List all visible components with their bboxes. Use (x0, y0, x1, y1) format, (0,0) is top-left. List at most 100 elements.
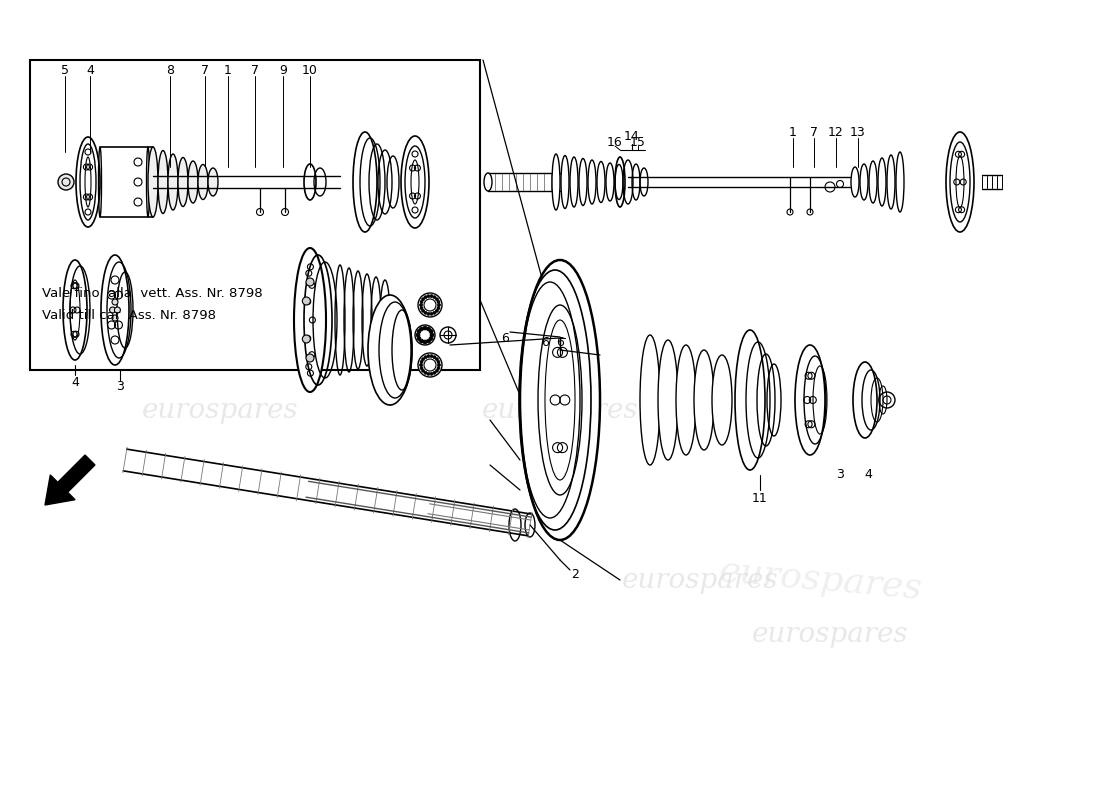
Ellipse shape (421, 370, 425, 372)
Ellipse shape (58, 174, 74, 190)
Ellipse shape (597, 162, 605, 202)
Text: 14: 14 (624, 130, 640, 142)
Circle shape (306, 354, 313, 362)
Ellipse shape (148, 147, 158, 217)
Ellipse shape (869, 161, 877, 203)
Circle shape (110, 307, 115, 313)
Ellipse shape (418, 293, 442, 317)
Ellipse shape (294, 248, 326, 392)
Text: 7: 7 (251, 63, 258, 77)
Ellipse shape (368, 295, 412, 405)
Text: 10: 10 (302, 63, 318, 77)
Circle shape (112, 299, 118, 305)
Text: 2: 2 (571, 569, 579, 582)
Ellipse shape (421, 298, 425, 301)
Ellipse shape (676, 345, 696, 455)
Ellipse shape (437, 361, 440, 363)
Text: 7: 7 (810, 126, 818, 138)
Text: 4: 4 (86, 63, 94, 77)
Text: 6: 6 (502, 331, 509, 345)
Text: 3: 3 (117, 381, 124, 394)
Text: 16: 16 (607, 135, 623, 149)
Ellipse shape (421, 358, 425, 361)
Ellipse shape (436, 358, 439, 361)
Ellipse shape (615, 165, 623, 199)
Ellipse shape (416, 333, 420, 337)
Circle shape (302, 335, 310, 343)
Ellipse shape (852, 362, 877, 438)
Text: 4: 4 (865, 469, 872, 482)
Ellipse shape (353, 132, 377, 232)
Ellipse shape (198, 165, 208, 199)
Ellipse shape (579, 158, 587, 206)
Ellipse shape (436, 298, 439, 301)
Ellipse shape (887, 155, 895, 209)
Ellipse shape (437, 306, 440, 310)
Text: 6: 6 (541, 335, 549, 349)
Text: 12: 12 (828, 126, 844, 138)
Ellipse shape (420, 301, 424, 303)
Ellipse shape (402, 136, 429, 228)
Ellipse shape (484, 173, 492, 191)
Ellipse shape (436, 310, 439, 312)
Ellipse shape (427, 354, 430, 358)
Ellipse shape (420, 366, 424, 370)
Ellipse shape (878, 158, 886, 206)
Ellipse shape (419, 303, 422, 306)
Text: 11: 11 (752, 491, 768, 505)
Ellipse shape (158, 150, 168, 214)
Ellipse shape (63, 260, 87, 360)
Text: 1: 1 (789, 126, 796, 138)
Ellipse shape (433, 296, 436, 298)
Ellipse shape (437, 366, 440, 370)
Ellipse shape (658, 340, 678, 460)
FancyArrow shape (45, 455, 95, 505)
Circle shape (306, 278, 313, 286)
Ellipse shape (419, 339, 424, 343)
Ellipse shape (427, 312, 430, 315)
Ellipse shape (427, 294, 430, 298)
Ellipse shape (424, 356, 427, 358)
Ellipse shape (420, 361, 424, 363)
Ellipse shape (420, 306, 424, 310)
Bar (30, 60, 480, 370)
Ellipse shape (429, 330, 433, 334)
Ellipse shape (851, 167, 859, 197)
Text: 1: 1 (224, 63, 232, 77)
Ellipse shape (188, 161, 198, 203)
Ellipse shape (418, 353, 442, 377)
Ellipse shape (427, 372, 430, 375)
Text: 6: 6 (557, 337, 564, 350)
Text: 3: 3 (836, 469, 844, 482)
Text: eurospares: eurospares (621, 566, 779, 594)
Ellipse shape (561, 155, 569, 209)
Ellipse shape (606, 163, 614, 201)
Ellipse shape (427, 327, 430, 331)
Text: 13: 13 (850, 126, 866, 138)
Text: eurospares: eurospares (118, 189, 243, 211)
Text: Vale fino  alla  vett. Ass. Nr. 8798: Vale fino alla vett. Ass. Nr. 8798 (42, 287, 263, 300)
Ellipse shape (552, 154, 560, 210)
Ellipse shape (433, 311, 436, 314)
Ellipse shape (419, 327, 424, 331)
Ellipse shape (795, 345, 825, 455)
Ellipse shape (417, 337, 421, 341)
Text: eurospares: eurospares (358, 189, 483, 211)
Ellipse shape (430, 333, 434, 337)
Text: eurospares: eurospares (751, 622, 909, 649)
Ellipse shape (440, 327, 456, 343)
Ellipse shape (417, 330, 421, 334)
Circle shape (112, 315, 118, 321)
Ellipse shape (424, 311, 427, 314)
Circle shape (302, 297, 310, 305)
Text: Valid till car  Ass. Nr. 8798: Valid till car Ass. Nr. 8798 (42, 309, 216, 322)
Circle shape (114, 307, 120, 313)
Ellipse shape (640, 335, 660, 465)
Ellipse shape (588, 160, 596, 204)
Ellipse shape (433, 356, 436, 358)
Ellipse shape (860, 164, 868, 200)
Text: 4: 4 (72, 375, 79, 389)
Ellipse shape (424, 296, 427, 298)
Ellipse shape (433, 371, 436, 374)
Ellipse shape (427, 339, 430, 343)
